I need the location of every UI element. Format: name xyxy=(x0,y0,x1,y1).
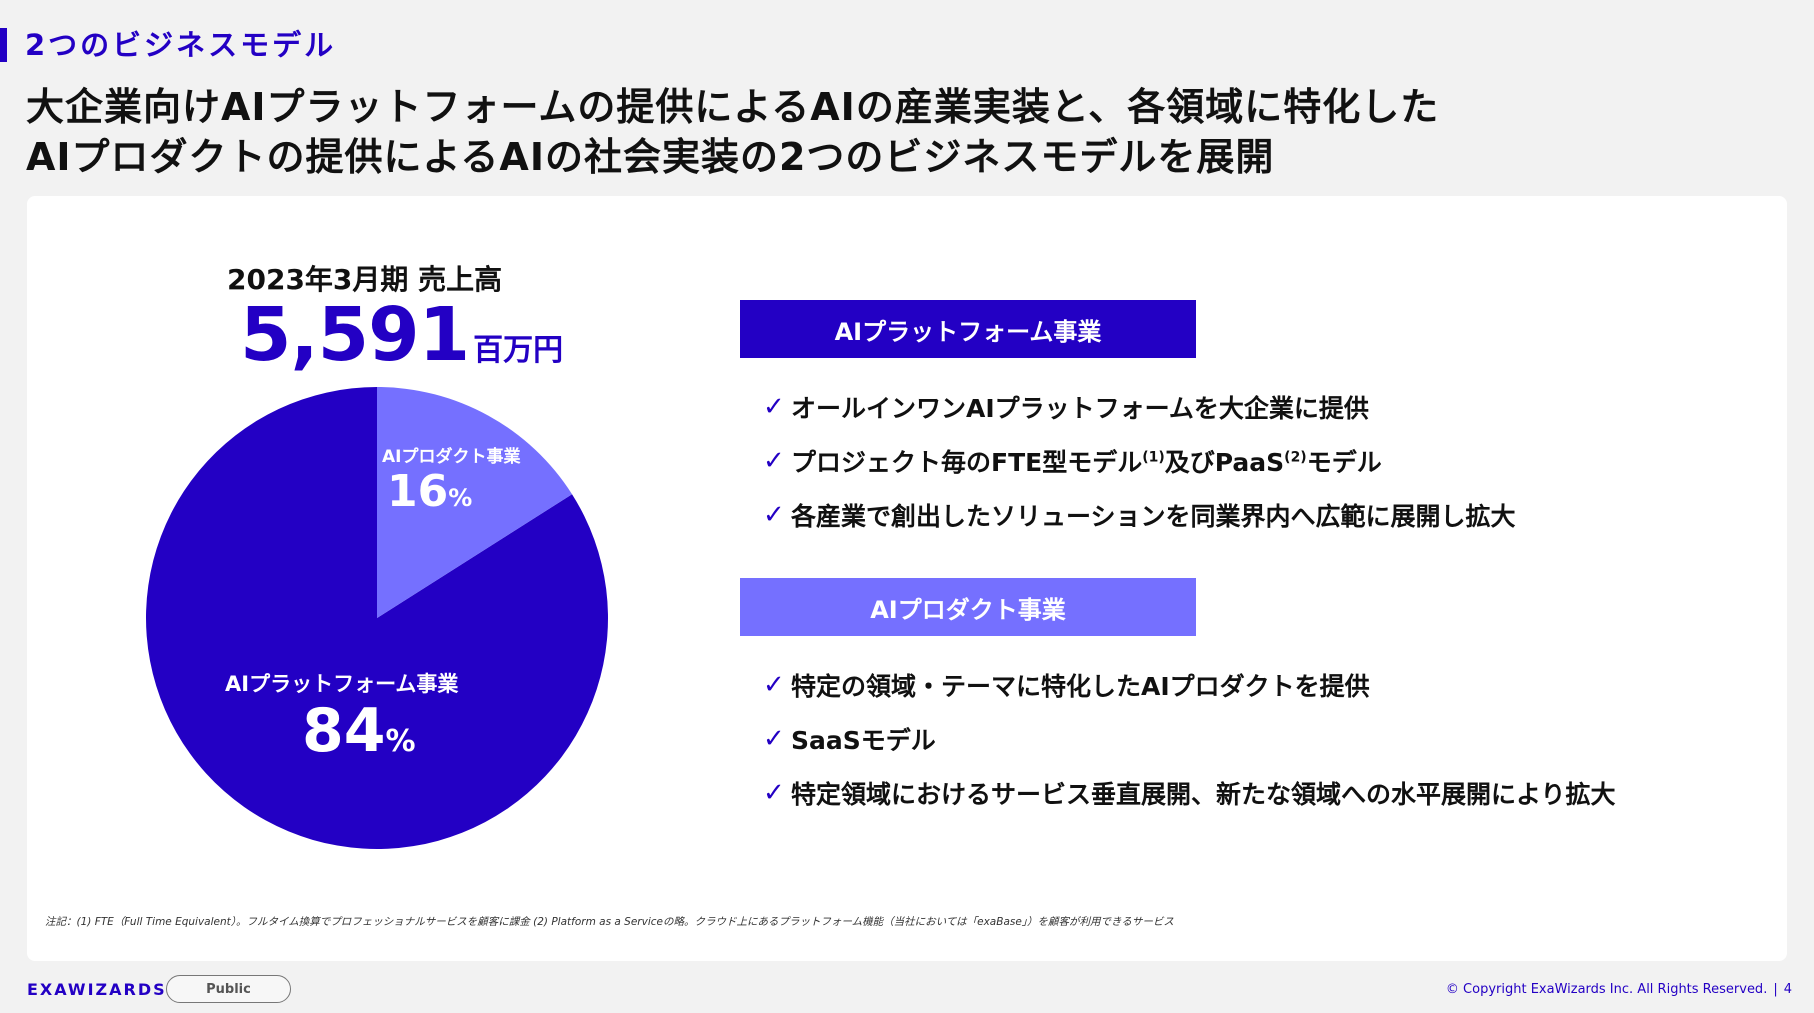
check-icon: ✓ xyxy=(763,446,785,476)
bullet-text-part: プロジェクト毎のFTE型モデル xyxy=(791,448,1143,477)
exawizards-logo: EXAWIZARDS xyxy=(27,980,167,999)
percent-sign: % xyxy=(448,484,473,512)
ai-product-header: AIプロダクト事業 xyxy=(740,578,1196,636)
ai-product-bullets: ✓ 特定の領域・テーマに特化したAIプロダクトを提供 ✓ SaaSモデル ✓ 特… xyxy=(763,658,1616,820)
check-icon: ✓ xyxy=(763,724,785,754)
list-item: ✓ 各産業で創出したソリューションを同業界内へ広範に展開し拡大 xyxy=(763,488,1516,542)
headline-line-2: AIプロダクトの提供によるAIの社会実装の2つのビジネスモデルを展開 xyxy=(26,135,1275,179)
content-card: 2023年3月期 売上高 5,591 百万円 AIプロダクト事業 16% AIプラ… xyxy=(27,196,1787,961)
bullet-text: プロジェクト毎のFTE型モデル(1)及びPaaS(2)モデル xyxy=(791,443,1382,479)
pie-percent-ai-platform-value: 84 xyxy=(302,696,386,766)
check-icon: ✓ xyxy=(763,392,785,422)
list-item: ✓ SaaSモデル xyxy=(763,712,1616,766)
pie-slice-ai-platform xyxy=(145,387,608,849)
check-icon: ✓ xyxy=(763,778,785,808)
list-item: ✓ オールインワンAIプラットフォームを大企業に提供 xyxy=(763,380,1516,434)
copyright-text: © Copyright ExaWizards Inc. All Rights R… xyxy=(1445,982,1768,997)
bullet-text: SaaSモデル xyxy=(791,726,936,755)
sales-number: 5,591 xyxy=(240,292,470,378)
bullet-text-part: モデル xyxy=(1306,448,1382,477)
bullet-text: 各産業で創出したソリューションを同業界内へ広範に展開し拡大 xyxy=(791,502,1516,531)
headline-line-1: 大企業向けAIプラットフォームの提供によるAIの産業実装と、各領域に特化した xyxy=(26,85,1440,129)
list-item: ✓ 特定領域におけるサービス垂直展開、新たな領域への水平展開により拡大 xyxy=(763,766,1616,820)
pie-percent-ai-platform: 84% xyxy=(302,696,416,766)
list-item: ✓ プロジェクト毎のFTE型モデル(1)及びPaaS(2)モデル xyxy=(763,434,1516,488)
sales-label: 2023年3月期 売上高 xyxy=(227,263,503,296)
bullet-text: オールインワンAIプラットフォームを大企業に提供 xyxy=(791,394,1369,423)
pie-percent-ai-product: 16% xyxy=(387,466,472,517)
check-icon: ✓ xyxy=(763,500,785,530)
sales-pie-chart xyxy=(145,387,608,849)
page-number: 4 xyxy=(1783,982,1792,997)
sales-value: 5,591 百万円 xyxy=(240,290,563,380)
list-item: ✓ 特定の領域・テーマに特化したAIプロダクトを提供 xyxy=(763,658,1616,712)
ai-platform-bullets: ✓ オールインワンAIプラットフォームを大企業に提供 ✓ プロジェクト毎のFTE… xyxy=(763,380,1516,542)
bullet-text-part: 及びPaaS xyxy=(1164,448,1285,477)
copyright: © Copyright ExaWizards Inc. All Rights R… xyxy=(1446,982,1792,997)
footnote-ref-1: (1) xyxy=(1142,449,1165,466)
public-badge: Public xyxy=(166,975,291,1003)
separator: | xyxy=(1773,982,1778,997)
section-tag: 2つのビジネスモデル xyxy=(0,28,336,62)
footnote-ref-2: (2) xyxy=(1284,449,1307,466)
percent-sign: % xyxy=(385,724,416,759)
bullet-text: 特定領域におけるサービス垂直展開、新たな領域への水平展開により拡大 xyxy=(791,780,1616,809)
pie-label-ai-product: AIプロダクト事業 xyxy=(382,447,521,467)
pie-label-ai-platform: AIプラットフォーム事業 xyxy=(225,672,459,696)
pie-slice-ai-product xyxy=(377,387,573,618)
headline: 大企業向けAIプラットフォームの提供によるAIの産業実装と、各領域に特化した A… xyxy=(26,82,1439,182)
sales-unit: 百万円 xyxy=(473,333,564,368)
bullet-text: 特定の領域・テーマに特化したAIプロダクトを提供 xyxy=(791,672,1370,701)
ai-platform-header: AIプラットフォーム事業 xyxy=(740,300,1196,358)
footnote: 注記：(1) FTE（Full Time Equivalent）。フルタイム換算… xyxy=(45,916,1174,928)
pie-percent-ai-product-value: 16 xyxy=(387,466,449,517)
check-icon: ✓ xyxy=(763,670,785,700)
